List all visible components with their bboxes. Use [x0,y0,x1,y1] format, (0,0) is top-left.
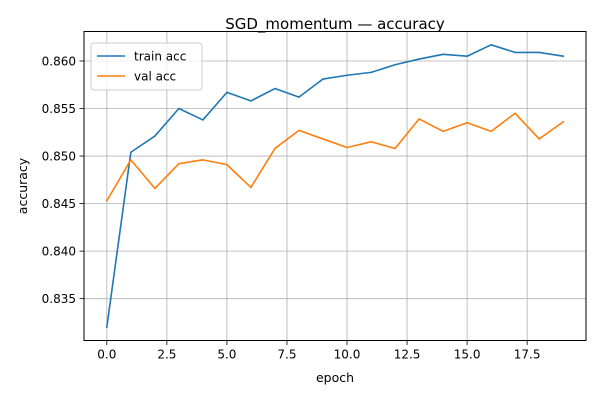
data-point-val-acc [154,187,156,190]
data-point-val-acc [106,199,108,202]
data-point-train-acc [178,107,180,110]
data-point-train-acc [130,151,132,154]
data-point-val-acc [226,163,228,166]
data-point-train-acc [250,100,252,102]
data-point-val-acc [442,130,444,133]
legend-box [90,42,203,91]
data-point-val-acc [394,147,396,150]
data-point-val-acc [370,140,372,143]
data-point-train-acc [346,74,348,77]
x-axis-label: epoch [316,370,354,385]
y-tick-label: 0.860 [42,54,76,68]
data-point-val-acc [346,146,348,149]
data-point-train-acc [394,63,396,66]
data-point-train-acc [514,51,516,54]
data-point-train-acc [418,58,420,60]
y-tick-label: 0.855 [42,102,76,116]
data-point-val-acc [202,159,204,161]
data-point-val-acc [178,162,180,165]
data-point-train-acc [442,53,444,56]
legend: train acc val acc [90,42,203,91]
data-point-train-acc [370,71,372,74]
grid [84,31,586,341]
x-tick-label: 5.0 [217,348,236,362]
y-tick-label: 0.840 [42,244,76,258]
data-point-val-acc [274,147,276,150]
data-point-train-acc [490,44,492,46]
x-tick-label: 0.0 [97,348,116,362]
data-point-val-acc [130,159,132,161]
y-tick-label: 0.835 [42,292,76,306]
data-point-train-acc [106,326,108,328]
x-tick-label: 2.5 [157,348,176,362]
data-point-train-acc [322,78,324,80]
series-lines [105,44,565,329]
legend-label-val-acc: val acc [134,70,176,84]
series-line-val-acc [105,112,565,202]
chart-title: SGD_momentum — accuracy [225,15,445,34]
data-point-train-acc [466,55,468,58]
x-tick-label: 10.0 [334,348,361,362]
data-point-val-acc [418,118,420,120]
data-point-val-acc [490,130,492,133]
legend-label-train-acc: train acc [134,50,186,64]
data-point-train-acc [298,96,300,98]
series-line-train-acc [105,44,565,329]
data-point-val-acc [322,138,324,140]
y-tick-label: 0.845 [42,197,76,211]
x-tick-label: 7.5 [277,348,296,362]
y-axis-label: accuracy [15,157,30,214]
data-point-val-acc [298,129,300,132]
plot-frame [83,31,587,341]
data-point-train-acc [154,135,156,137]
y-tick-label: 0.850 [42,149,76,163]
data-point-val-acc [538,138,540,140]
data-point-val-acc [562,121,564,123]
data-point-train-acc [274,87,276,90]
axis-ticks: 0.0 2.5 5.0 7.5 10.0 12.5 15.0 17.5 0.835 0.840 0.… [42,54,541,361]
data-point-val-acc [514,112,516,115]
data-point-train-acc [538,51,540,54]
data-point-val-acc [250,186,252,189]
x-tick-label: 12.5 [394,348,421,362]
data-point-train-acc [202,119,204,121]
data-point-train-acc [562,55,564,58]
x-tick-label: 17.5 [514,348,541,362]
data-point-train-acc [226,91,228,94]
data-point-val-acc [466,121,468,124]
x-tick-label: 15.0 [454,348,481,362]
